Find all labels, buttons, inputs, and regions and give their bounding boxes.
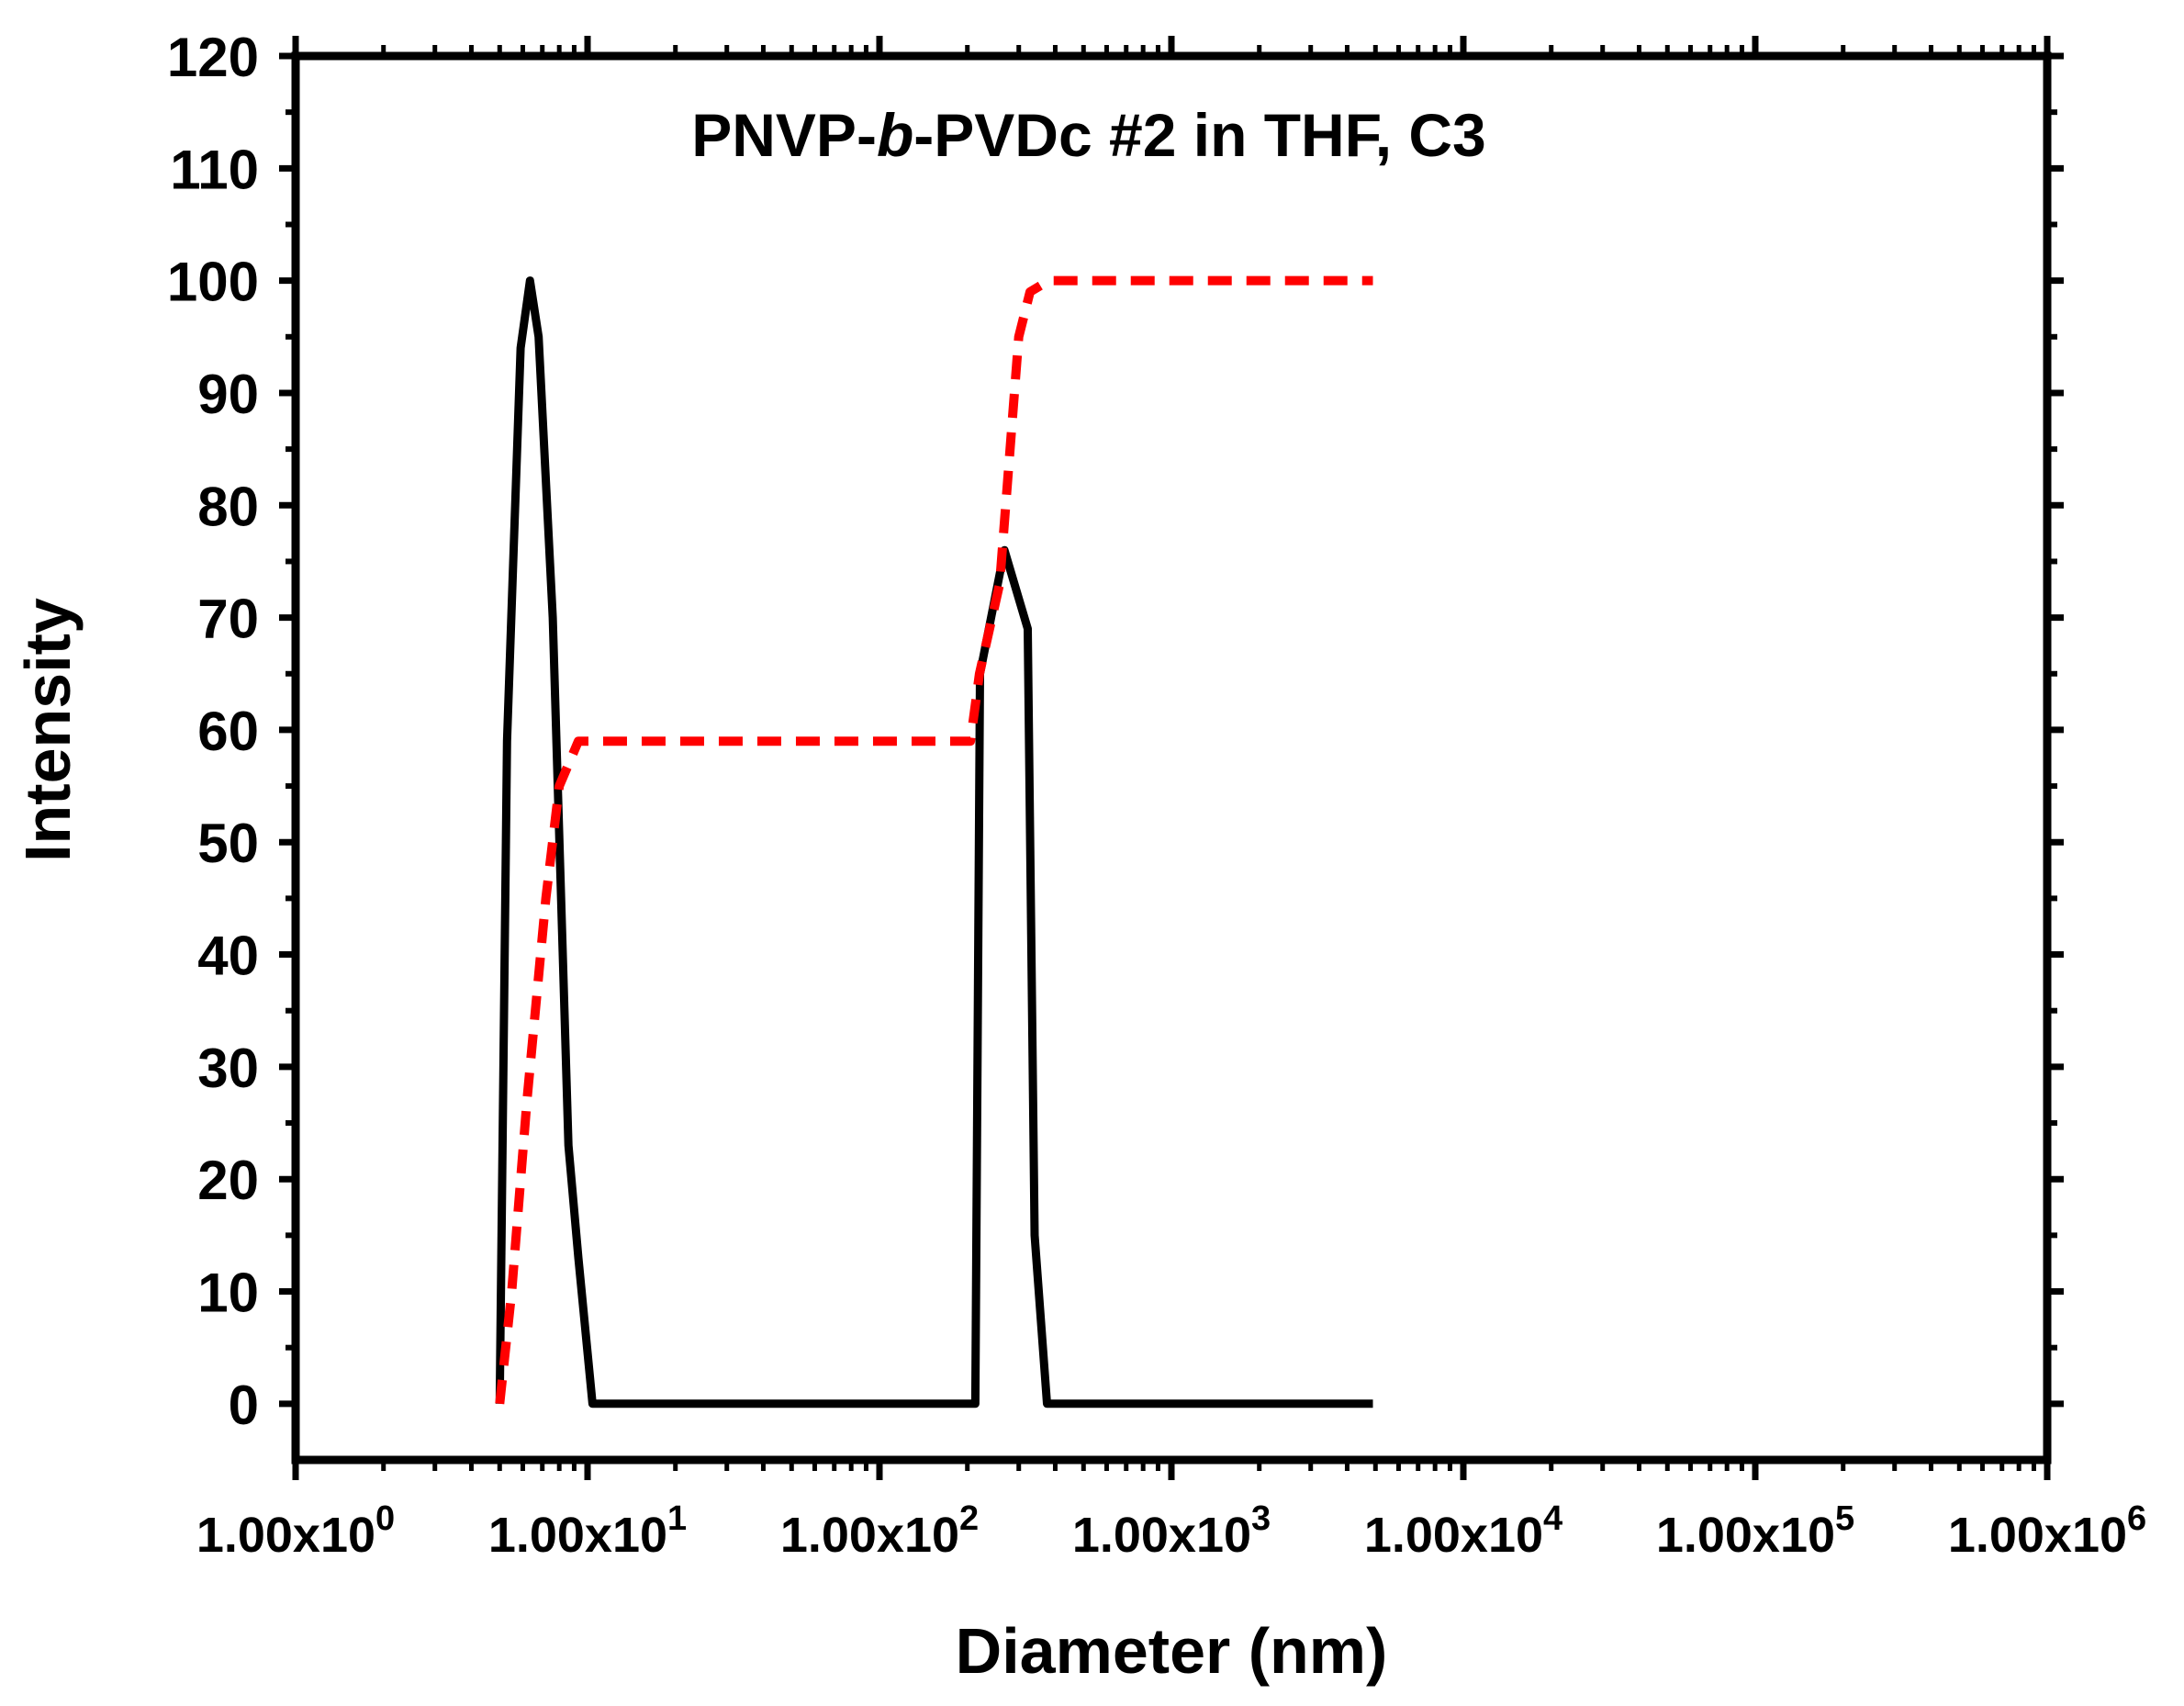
y-tick-label: 40 [197,926,259,987]
x-tick-mantissa: 1.00x10 [488,1508,667,1563]
x-tick-exponent: 4 [1543,1499,1562,1538]
x-axis: 1.00x100 1.00x101 1.00x102 1.00x103 1.00x104… [196,36,2146,1563]
chart-title-part-1: PNVP- [691,101,877,169]
x-tick-label: 1.00x100 [196,1499,395,1563]
x-axis-label: Diameter (nm) [956,1615,1388,1687]
y-tick-label: 70 [197,589,259,650]
x-tick-label: 1.00x105 [1656,1499,1854,1563]
x-tick-mantissa: 1.00x10 [1948,1508,2127,1563]
x-tick-exponent: 0 [375,1499,395,1538]
x-tick-exponent: 1 [667,1499,687,1538]
x-tick-label: 1.00x103 [1072,1499,1271,1563]
x-tick-label: 1.00x102 [780,1499,979,1563]
series-layer [495,275,1373,1409]
chart-title-italic-b: b [877,101,913,169]
y-tick-label: 0 [229,1375,259,1436]
y-tick-label: 110 [170,139,259,200]
x-tick-exponent: 5 [1835,1499,1854,1538]
chart-title: PNVP-b-PVDc #2 in THF, C3 [691,101,1486,169]
x-tick-mantissa: 1.00x10 [196,1508,375,1563]
y-tick-label: 90 [197,364,259,425]
y-tick-label: 10 [197,1263,259,1324]
intensity-series-line [495,276,1373,1409]
y-axis: 0 10 20 30 40 50 60 70 80 90 100 110 120 [167,27,2064,1436]
x-tick-mantissa: 1.00x10 [1656,1508,1835,1563]
x-tick-mantissa: 1.00x10 [1072,1508,1251,1563]
y-tick-label: 50 [197,813,259,874]
y-tick-label: 60 [197,701,259,762]
x-tick-mantissa: 1.00x10 [780,1508,959,1563]
y-axis-label: Intensity [12,598,84,862]
x-tick-mantissa: 1.00x10 [1364,1508,1543,1563]
x-tick-label: 1.00x106 [1948,1499,2146,1563]
x-tick-exponent: 6 [2127,1499,2146,1538]
chart-title-part-2: -PVDc #2 in THF, C3 [913,101,1486,169]
y-tick-label: 120 [167,27,259,88]
y-tick-label: 20 [197,1150,259,1211]
x-tick-exponent: 3 [1251,1499,1271,1538]
x-tick-label: 1.00x101 [488,1499,687,1563]
cumulative-series-line [495,275,1373,1405]
y-tick-label: 100 [167,252,259,313]
y-tick-label: 80 [197,476,259,537]
y-tick-label: 30 [197,1038,259,1099]
x-tick-label: 1.00x104 [1364,1499,1562,1563]
x-tick-exponent: 2 [959,1499,979,1538]
